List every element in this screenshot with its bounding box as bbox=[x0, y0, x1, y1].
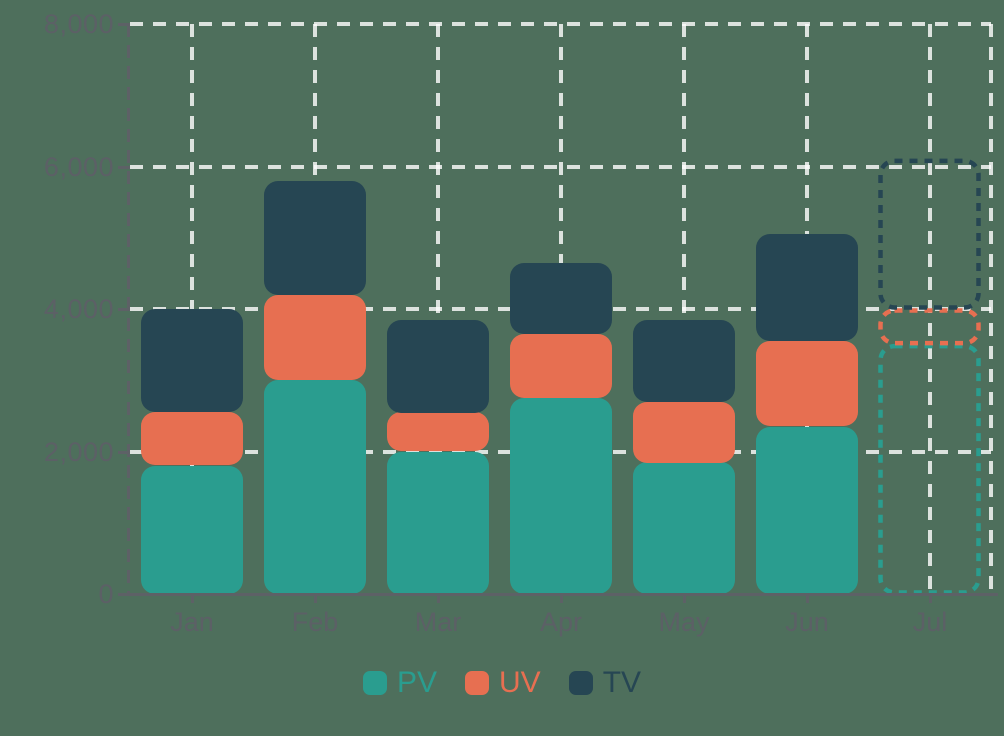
x-axis-label-jul: Jul bbox=[912, 607, 948, 637]
legend-swatch-uv bbox=[465, 671, 489, 695]
bar-may-pv[interactable] bbox=[633, 462, 735, 594]
bar-apr-pv[interactable] bbox=[510, 398, 612, 594]
bar-jan-tv[interactable] bbox=[141, 309, 243, 412]
legend-label-pv: PV bbox=[396, 666, 437, 699]
y-axis-label: 4,000 bbox=[43, 294, 114, 324]
y-axis-label: 6,000 bbox=[43, 152, 114, 182]
bar-apr-uv[interactable] bbox=[510, 334, 612, 398]
bar-mar-uv[interactable] bbox=[387, 412, 489, 451]
x-axis-tick bbox=[806, 594, 809, 603]
x-axis-tick bbox=[437, 594, 440, 603]
x-axis-label-feb: Feb bbox=[291, 607, 339, 637]
gridline-vertical bbox=[989, 24, 993, 594]
x-axis-label-mar: Mar bbox=[414, 607, 462, 637]
x-axis-label-jun: Jun bbox=[785, 607, 829, 637]
y-axis-label: 8,000 bbox=[43, 9, 114, 39]
x-axis-label-apr: Apr bbox=[539, 607, 583, 637]
bar-feb-tv[interactable] bbox=[264, 181, 366, 295]
x-axis-tick bbox=[314, 594, 317, 603]
bar-feb-uv[interactable] bbox=[264, 295, 366, 380]
y-axis-tick bbox=[118, 23, 130, 26]
legend-item-tv[interactable]: TV bbox=[568, 666, 642, 699]
bar-jun-uv[interactable] bbox=[756, 341, 858, 426]
gridline-vertical bbox=[436, 24, 440, 594]
y-axis-tick bbox=[118, 166, 130, 169]
y-axis-tick bbox=[118, 593, 130, 596]
x-axis-tick bbox=[191, 594, 194, 603]
legend-item-pv[interactable]: PV bbox=[362, 666, 437, 699]
legend-label-tv: TV bbox=[602, 666, 642, 699]
bar-may-tv[interactable] bbox=[633, 320, 735, 402]
bar-jun-pv[interactable] bbox=[756, 427, 858, 594]
x-axis-tick bbox=[929, 594, 932, 603]
x-axis-label-may: May bbox=[658, 607, 710, 637]
bar-mar-pv[interactable] bbox=[387, 452, 489, 595]
bar-mar-tv[interactable] bbox=[387, 320, 489, 413]
bar-jun-tv[interactable] bbox=[756, 234, 858, 341]
bar-apr-tv[interactable] bbox=[510, 263, 612, 334]
bar-jan-uv[interactable] bbox=[141, 412, 243, 465]
bar-feb-pv[interactable] bbox=[264, 380, 366, 594]
y-axis-label: 0 bbox=[98, 579, 114, 609]
y-axis-tick bbox=[118, 308, 130, 311]
y-axis-tick bbox=[118, 451, 130, 454]
bar-may-uv[interactable] bbox=[633, 402, 735, 463]
gridline-vertical bbox=[928, 24, 932, 594]
legend: PV UV TV bbox=[0, 667, 1004, 699]
bar-jan-pv[interactable] bbox=[141, 466, 243, 594]
legend-label-uv: UV bbox=[499, 666, 541, 699]
legend-swatch-pv bbox=[362, 671, 387, 695]
x-axis-tick bbox=[560, 594, 563, 603]
legend-swatch-tv bbox=[568, 671, 593, 695]
gridline-vertical bbox=[682, 24, 686, 594]
y-axis-label: 2,000 bbox=[43, 437, 114, 467]
x-axis-line bbox=[118, 593, 998, 596]
legend-item-uv[interactable]: UV bbox=[465, 667, 541, 699]
x-axis-label-jan: Jan bbox=[170, 607, 214, 637]
x-axis-tick bbox=[683, 594, 686, 603]
